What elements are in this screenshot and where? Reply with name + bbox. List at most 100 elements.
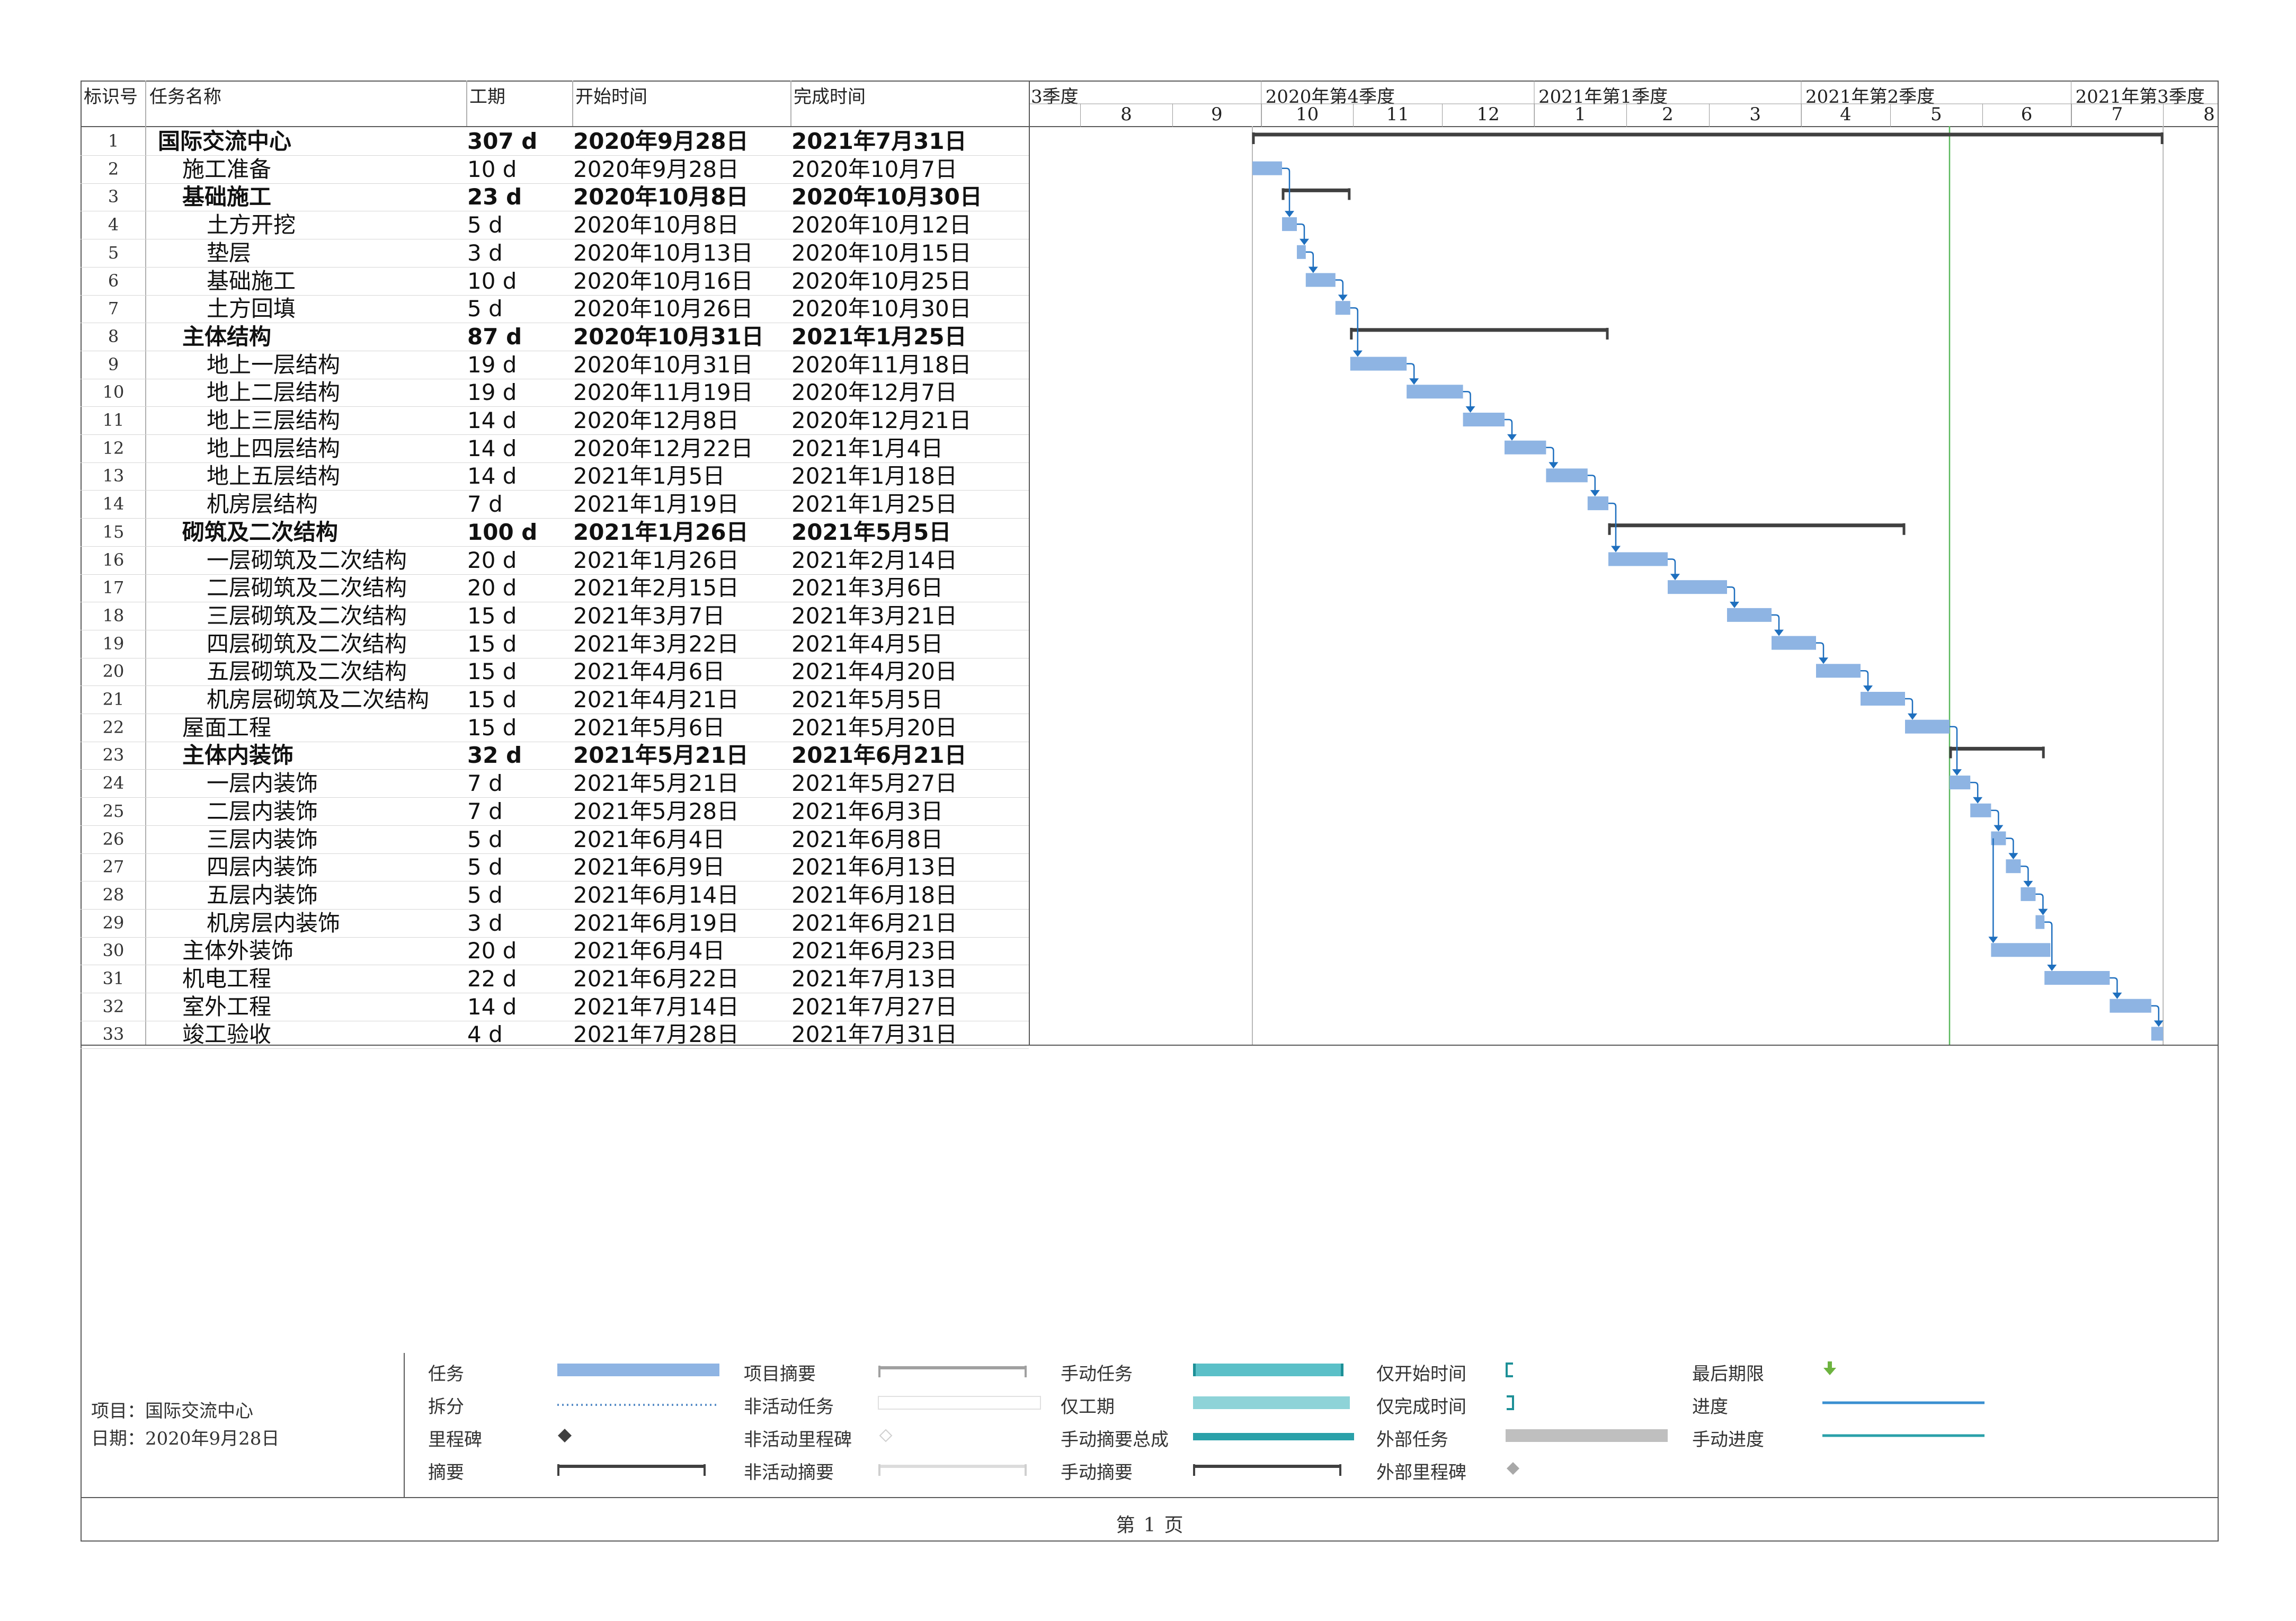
month-label: 7: [2111, 104, 2123, 125]
dependency-link: [1608, 502, 1617, 547]
task-name: 垫层: [207, 239, 252, 266]
task-id: 4: [108, 215, 119, 235]
table-row[interactable]: 8 主体结构 87 d 2020年10月31日 2021年1月25日: [81, 323, 1029, 351]
table-row[interactable]: 12 地上四层结构 14 d 2020年12月22日 2021年1月4日: [81, 434, 1029, 463]
table-row[interactable]: 4 土方开挖 5 d 2020年10月8日 2020年10月12日: [81, 211, 1029, 240]
task-finish: 2020年12月21日: [791, 407, 972, 433]
table-row[interactable]: 16 一层砌筑及二次结构 20 d 2021年1月26日 2021年2月14日: [81, 546, 1029, 575]
header-start: 开始时间: [575, 86, 647, 108]
task-name: 竣工验收: [182, 1021, 272, 1048]
task-bar: [1668, 580, 1727, 594]
task-duration: 19 d: [467, 379, 517, 406]
table-row[interactable]: 29 机房层内装饰 3 d 2021年6月19日 2021年6月21日: [81, 909, 1029, 938]
table-row[interactable]: 32 室外工程 14 d 2021年7月14日 2021年7月27日: [81, 993, 1029, 1021]
duration-only-icon: [1193, 1396, 1350, 1409]
table-row[interactable]: 7 土方回填 5 d 2020年10月26日 2020年10月30日: [81, 295, 1029, 324]
task-bar: [2044, 971, 2110, 985]
month-tick: [1709, 104, 1710, 127]
table-row[interactable]: 28 五层内装饰 5 d 2021年6月14日 2021年6月18日: [81, 881, 1029, 910]
task-start: 2020年10月8日: [573, 184, 749, 210]
legend-label: 外部任务: [1376, 1429, 1448, 1450]
task-bar: [1950, 776, 1971, 790]
table-row[interactable]: 2 施工准备 10 d 2020年9月28日 2020年10月7日: [81, 155, 1029, 184]
month-tick: [1442, 104, 1443, 127]
task-name: 地上一层结构: [207, 351, 341, 378]
header-task-name: 任务名称: [149, 86, 221, 108]
dependency-arrow: [1670, 574, 1680, 581]
table-row[interactable]: 20 五层砌筑及二次结构 15 d 2021年4月6日 2021年4月20日: [81, 657, 1029, 687]
task-finish: 2021年6月21日: [791, 910, 958, 936]
table-row[interactable]: 23 主体内装饰 32 d 2021年5月21日 2021年6月21日: [81, 741, 1029, 770]
dependency-link: [1816, 642, 1825, 659]
table-row[interactable]: 31 机电工程 22 d 2021年6月22日 2021年7月13日: [81, 965, 1029, 993]
month-label: 8: [2203, 104, 2215, 125]
table-row[interactable]: 5 垫层 3 d 2020年10月13日 2020年10月15日: [81, 239, 1029, 268]
task-start: 2021年1月26日: [573, 547, 740, 573]
dependency-link: [2021, 865, 2029, 882]
task-bar: [1297, 245, 1306, 259]
task-finish: 2021年7月27日: [791, 993, 958, 1020]
task-id: 3: [108, 186, 119, 207]
summary-icon: [557, 1464, 706, 1476]
table-row[interactable]: 10 地上二层结构 19 d 2020年11月19日 2020年12月7日: [81, 378, 1029, 407]
dependency-link: [1407, 363, 1415, 380]
table-row[interactable]: 30 主体外装饰 20 d 2021年6月4日 2021年6月23日: [81, 937, 1029, 966]
dependency-arrow: [1308, 266, 1318, 273]
task-name: 二层砌筑及二次结构: [207, 575, 407, 601]
task-name: 地上四层结构: [207, 435, 341, 461]
table-row[interactable]: 13 地上五层结构 14 d 2021年1月5日 2021年1月18日: [81, 462, 1029, 491]
task-bar: [1970, 803, 1991, 817]
legend-label: 手动摘要: [1061, 1462, 1133, 1483]
month-label: 1: [1574, 104, 1586, 125]
table-row[interactable]: 21 机房层砌筑及二次结构 15 d 2021年4月21日 2021年5月5日: [81, 685, 1029, 714]
manual-summary-rollup-icon: [1193, 1433, 1354, 1440]
task-id: 5: [108, 242, 119, 263]
task-duration: 5 d: [467, 854, 503, 880]
task-duration: 20 d: [467, 938, 517, 964]
task-finish: 2021年4月5日: [791, 630, 944, 657]
task-name: 三层砌筑及二次结构: [207, 602, 407, 629]
table-row[interactable]: 33 竣工验收 4 d 2021年7月28日 2021年7月31日: [81, 1020, 1029, 1049]
project-summary-icon: [878, 1366, 1027, 1377]
task-id: 28: [102, 884, 124, 905]
month-tick: [1890, 104, 1891, 127]
table-row[interactable]: 26 三层内装饰 5 d 2021年6月4日 2021年6月8日: [81, 825, 1029, 854]
task-finish: 2020年10月30日: [791, 296, 972, 322]
table-row[interactable]: 3 基础施工 23 d 2020年10月8日 2020年10月30日: [81, 183, 1029, 212]
task-start: 2021年5月21日: [573, 742, 749, 769]
external-task-icon: [1506, 1429, 1668, 1442]
task-finish: 2021年6月3日: [791, 798, 944, 824]
task-id: 29: [102, 912, 124, 933]
dependency-link: [1282, 167, 1291, 212]
task-start: 2021年5月6日: [573, 714, 725, 741]
month-tick: [1080, 104, 1081, 127]
task-name: 室外工程: [182, 993, 272, 1020]
task-start: 2021年1月26日: [573, 519, 749, 545]
table-row[interactable]: 25 二层内装饰 7 d 2021年5月28日 2021年6月3日: [81, 797, 1029, 826]
table-row[interactable]: 27 四层内装饰 5 d 2021年6月9日 2021年6月13日: [81, 853, 1029, 882]
month-label: 8: [1120, 104, 1132, 125]
dependency-arrow: [1300, 238, 1309, 245]
task-duration: 5 d: [467, 881, 503, 908]
task-bar: [1587, 496, 1608, 511]
table-row[interactable]: 19 四层砌筑及二次结构 15 d 2021年3月22日 2021年4月5日: [81, 630, 1029, 658]
table-row[interactable]: 14 机房层结构 7 d 2021年1月19日 2021年1月25日: [81, 490, 1029, 519]
dependency-arrow: [1465, 406, 1475, 413]
task-name: 砌筑及二次结构: [182, 519, 339, 545]
task-duration: 3 d: [467, 239, 503, 266]
table-row[interactable]: 15 砌筑及二次结构 100 d 2021年1月26日 2021年5月5日: [81, 518, 1029, 547]
month-label: 4: [1840, 104, 1852, 125]
table-row[interactable]: 11 地上三层结构 14 d 2020年12月8日 2020年12月21日: [81, 406, 1029, 435]
task-name: 地上三层结构: [207, 407, 341, 433]
table-row[interactable]: 18 三层砌筑及二次结构 15 d 2021年3月7日 2021年3月21日: [81, 602, 1029, 630]
task-name: 主体外装饰: [182, 938, 294, 964]
table-row[interactable]: 22 屋面工程 15 d 2021年5月6日 2021年5月20日: [81, 714, 1029, 742]
task-bar: [1305, 273, 1336, 287]
table-row[interactable]: 6 基础施工 10 d 2020年10月16日 2020年10月25日: [81, 267, 1029, 296]
table-row[interactable]: 9 地上一层结构 19 d 2020年10月31日 2020年11月18日: [81, 351, 1029, 379]
dependency-link: [2151, 1005, 2160, 1022]
table-row[interactable]: 24 一层内装饰 7 d 2021年5月21日 2021年5月27日: [81, 769, 1029, 798]
table-row[interactable]: 1 国际交流中心 307 d 2020年9月28日 2021年7月31日: [81, 127, 1029, 156]
table-row[interactable]: 17 二层砌筑及二次结构 20 d 2021年2月15日 2021年3月6日: [81, 574, 1029, 603]
task-finish: 2021年6月23日: [791, 938, 958, 964]
